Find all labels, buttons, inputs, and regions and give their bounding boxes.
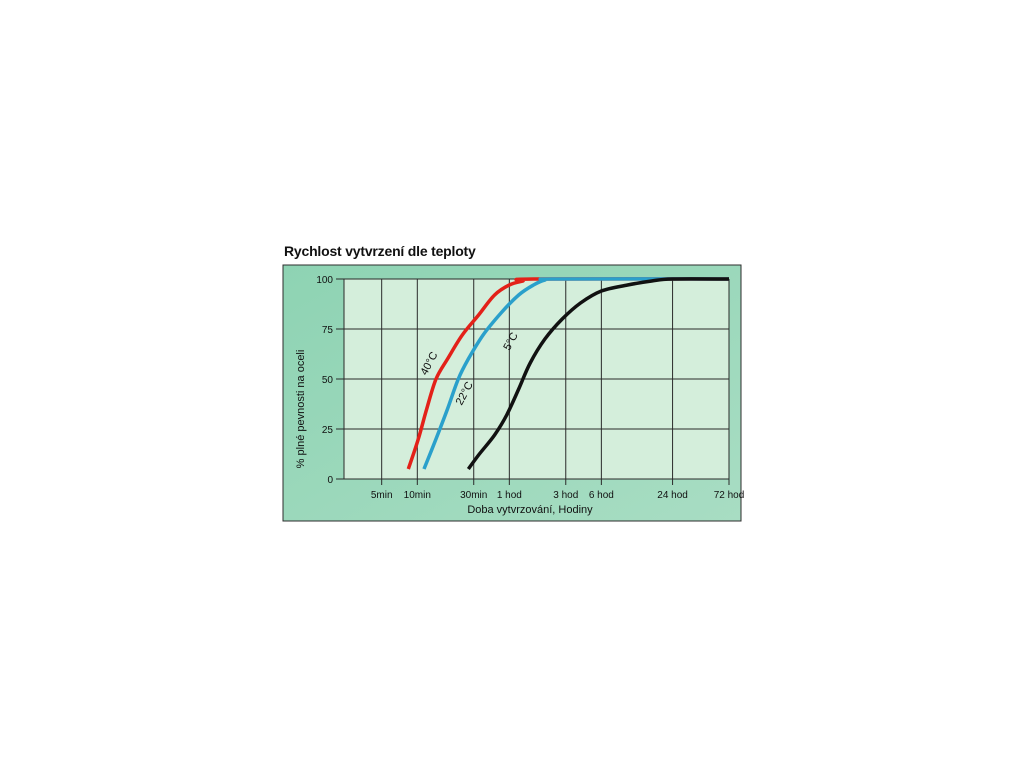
x-tick-label: 1 hod <box>497 490 522 501</box>
x-tick-label: 5min <box>371 490 393 501</box>
x-axis-ticks: 5min 10min 30min 1 hod 3 hod 6 hod 24 hod 72 ho… <box>371 490 744 501</box>
series-line <box>466 277 730 471</box>
y-tick-label: 25 <box>322 425 334 436</box>
x-tick-label: 24 hod <box>657 490 688 501</box>
y-tick-label: 50 <box>322 375 334 386</box>
x-tick-label: 10min <box>404 490 431 501</box>
y-tick-label: 0 <box>327 475 333 486</box>
series-lines <box>406 277 730 471</box>
y-axis-label: % plné pevnosti na oceli <box>295 350 307 469</box>
series-line <box>422 277 730 470</box>
x-tick-label: 72 hod <box>714 490 745 501</box>
x-tick-label: 30min <box>460 490 487 501</box>
y-tick-label: 100 <box>316 275 333 286</box>
series-line <box>406 277 730 470</box>
y-tick-label: 75 <box>322 325 334 336</box>
y-axis-ticks: 0 25 50 75 100 <box>316 275 344 486</box>
x-axis-label: Doba vytvrzování, Hodiny <box>467 504 593 516</box>
x-tick-label: 6 hod <box>589 490 614 501</box>
x-tick-label: 3 hod <box>553 490 578 501</box>
chart-title: Rychlost vytvrzení dle teploty <box>284 243 476 259</box>
